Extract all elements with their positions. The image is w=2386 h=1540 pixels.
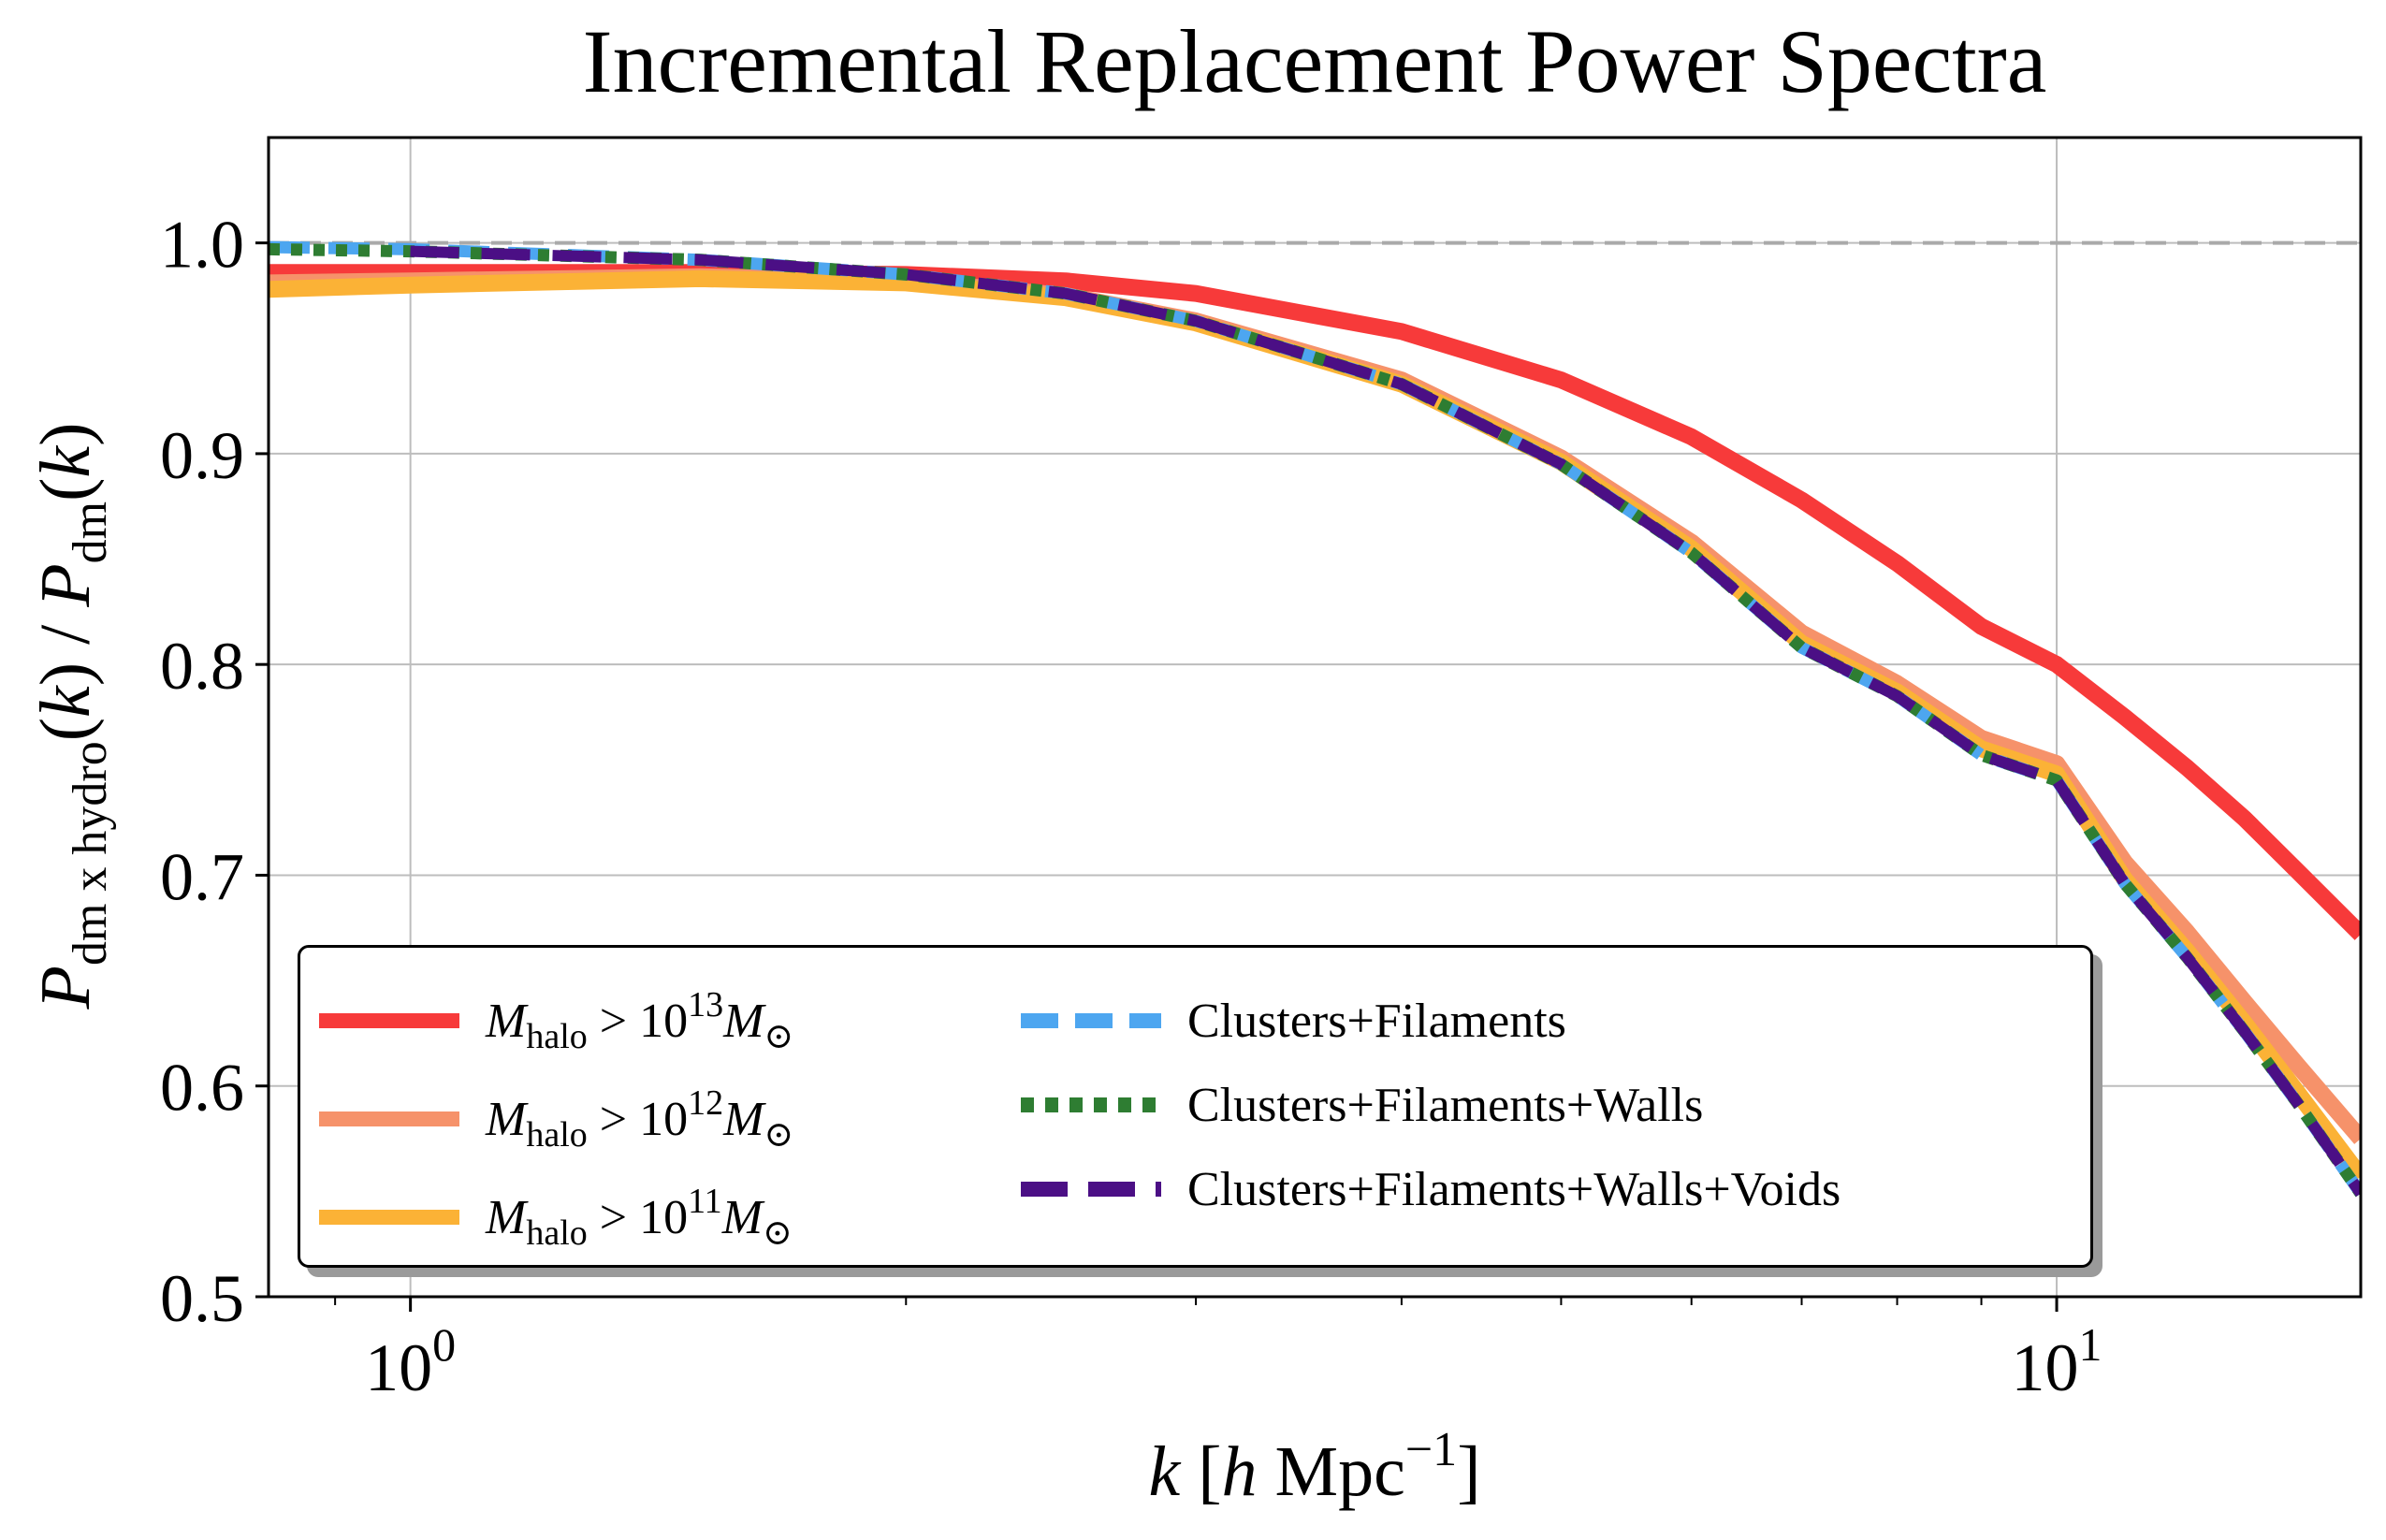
legend-item-cfw: Clusters+Filaments+Walls [1021,1068,1703,1142]
axes-frame [267,136,2363,1299]
legend-label-cfwv: Clusters+Filaments+Walls+Voids [1187,1162,1841,1216]
y-tick-label: 0.7 [160,839,244,914]
legend: Mhalo > 1013M⊙ Mhalo > 1012M⊙ Mhalo > 10… [298,945,2093,1268]
legend-swatch-m11 [319,1210,459,1225]
legend-swatch-cf [1021,1013,1161,1028]
legend-label-cf: Clusters+Filaments [1187,994,1566,1048]
y-tick-label: 0.9 [160,418,244,493]
legend-label-m12: Mhalo > 1012M⊙ [486,1082,794,1155]
y-tick-label: 0.8 [160,629,244,704]
svg-text:Pdm x hydro(k) / Pdm(k): Pdm x hydro(k) / Pdm(k) [26,423,117,1010]
chart-title: Incremental Replacement Power Spectra [583,11,2047,111]
x-tick-label: 101 [2012,1318,2102,1405]
x-tick-label: 100 [365,1318,456,1405]
y-tick-label: 0.5 [160,1261,244,1336]
legend-item-cfwv: Clusters+Filaments+Walls+Voids [1021,1152,1840,1227]
legend-item-cf: Clusters+Filaments [1021,983,1566,1058]
legend-label-cfw: Clusters+Filaments+Walls [1187,1078,1704,1132]
legend-swatch-m12 [319,1111,459,1126]
series-line-5 [410,245,2361,1198]
x-axis-label: k [h Mpc−1] [1149,1423,1481,1511]
legend-swatch-m13 [319,1013,459,1028]
legend-swatch-cfwv [1021,1182,1161,1197]
series-line-4 [269,242,2361,1198]
legend-swatch-cfw [1021,1097,1161,1112]
svg-text:k [h Mpc−1]: k [h Mpc−1] [1149,1423,1481,1511]
axis-ticks: 0.5 0.6 0.7 0.8 0.9 1.0 100 101 [160,208,2102,1405]
legend-item-m12: Mhalo > 1012M⊙ [319,1082,793,1156]
legend-item-m11: Mhalo > 1011M⊙ [319,1180,793,1255]
y-axis-label: Pdm x hydro(k) / Pdm(k) [26,423,117,1010]
series-layer [269,240,2361,1198]
series-line-0 [269,264,2361,940]
legend-item-m13: Mhalo > 1013M⊙ [319,983,793,1058]
legend-label-m11: Mhalo > 1011M⊙ [486,1181,793,1253]
y-tick-label: 1.0 [160,208,244,283]
legend-label-m13: Mhalo > 1013M⊙ [486,984,794,1056]
y-tick-label: 0.6 [160,1051,244,1126]
